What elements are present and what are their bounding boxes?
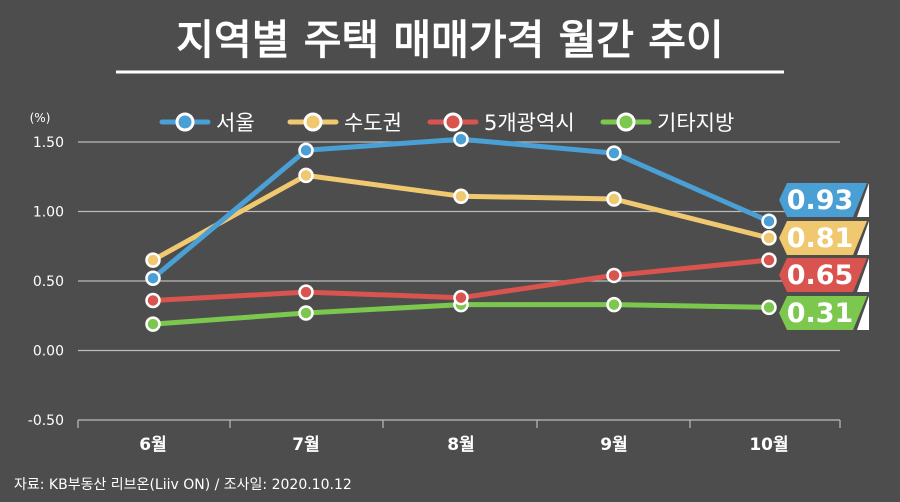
end-label-box xyxy=(779,258,867,292)
data-point xyxy=(761,252,777,268)
end-value-label: 0.81 xyxy=(787,223,854,254)
data-point xyxy=(606,296,622,313)
data-point xyxy=(606,145,622,161)
data-point xyxy=(453,188,469,204)
data-point xyxy=(298,167,314,184)
legend-swatch-marker xyxy=(616,112,636,132)
y-tick-label: 0.00 xyxy=(33,344,64,360)
end-value-label: 0.65 xyxy=(787,260,854,291)
x-tick-label: 8월 xyxy=(447,435,474,455)
legend-swatch-marker xyxy=(175,112,195,132)
legend-label: 서울 xyxy=(216,111,255,135)
data-point xyxy=(298,284,314,300)
end-label-accent xyxy=(857,258,869,292)
data-point xyxy=(606,191,622,207)
data-point xyxy=(145,252,161,268)
data-point xyxy=(761,299,777,316)
legend: 서울 수도권 5개광역시 기타지방 xyxy=(159,111,734,135)
x-tick-label: 10월 xyxy=(749,435,788,455)
legend-swatch-marker xyxy=(303,112,323,132)
end-label-box xyxy=(779,296,867,330)
end-label-box xyxy=(779,221,867,255)
legend-label: 기타지방 xyxy=(657,111,734,135)
end-label-accent xyxy=(857,296,869,330)
legend-label: 5개광역시 xyxy=(484,111,575,135)
x-tick-label: 9월 xyxy=(600,435,627,455)
x-tick-label: 6월 xyxy=(139,435,166,455)
legend-label: 수도권 xyxy=(344,111,402,135)
data-point xyxy=(298,305,314,321)
data-point xyxy=(145,292,161,309)
y-tick-label: -0.50 xyxy=(28,413,64,429)
data-point xyxy=(145,270,161,286)
source-note: 자료: KB부동산 리브온(Liiv ON) / 조사일: 2020.10.12 xyxy=(14,477,352,493)
series-layer xyxy=(145,131,777,332)
end-label-accent xyxy=(857,221,869,255)
x-tick-label: 7월 xyxy=(292,435,319,455)
x-axis: 6월 7월 8월 9월 10월 xyxy=(77,420,841,455)
end-label-box xyxy=(779,183,867,217)
y-unit-label: (%) xyxy=(30,111,51,125)
data-point xyxy=(145,316,161,332)
end-label-accent xyxy=(857,183,869,217)
data-point xyxy=(298,142,314,159)
y-tick-label: 1.00 xyxy=(33,205,64,221)
data-point xyxy=(761,230,777,246)
end-value-label: 0.93 xyxy=(787,185,854,216)
chart-title: 지역별 주택 매매가격 월간 추이 xyxy=(176,16,723,64)
y-tick-label: 1.50 xyxy=(33,135,64,151)
end-value-label: 0.31 xyxy=(787,298,854,329)
data-point xyxy=(453,289,469,306)
data-point xyxy=(606,267,622,284)
y-tick-label: 0.50 xyxy=(33,274,64,290)
data-point xyxy=(453,131,469,147)
legend-swatch-marker xyxy=(443,112,463,132)
data-point xyxy=(761,213,777,229)
end-labels: 0.93 0.81 0.65 0.31 xyxy=(779,183,869,330)
